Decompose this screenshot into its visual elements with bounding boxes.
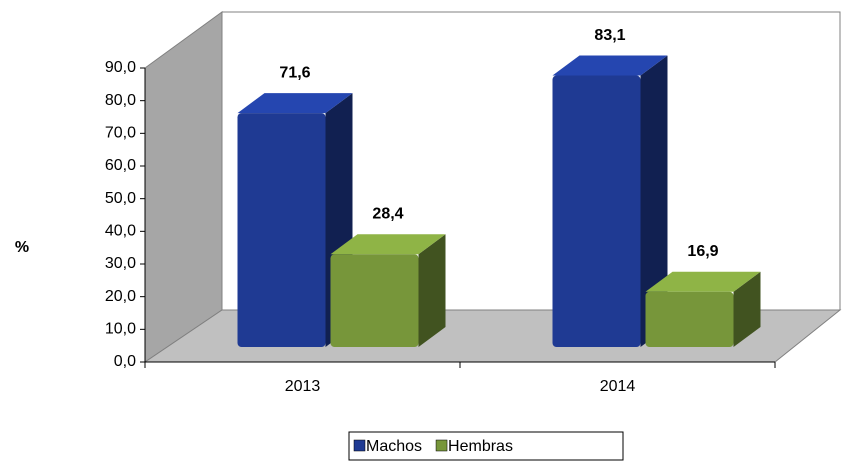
value-label: 83,1 [594,27,625,44]
legend: Machos Hembras [348,431,624,461]
value-label: 28,4 [372,205,403,222]
y-tick-label: 70,0 [105,125,136,142]
x-tick-label: 2013 [285,378,321,395]
legend-swatch [435,439,448,452]
bar [330,234,446,347]
bar-top [237,93,353,114]
y-axis-label: % [15,239,29,256]
y-tick-label: 50,0 [105,190,136,207]
x-tick-label: 2014 [600,378,636,395]
bar-side [418,234,446,347]
y-tick-label: 30,0 [105,255,136,272]
y-tick-label: 10,0 [105,321,136,338]
bar-front [237,113,326,348]
legend-label: Machos [366,438,422,455]
value-label: 16,9 [687,243,718,260]
bar-front [552,75,641,347]
bar-top [645,271,761,292]
bar-side [640,55,668,347]
bar [552,55,668,347]
legend-box [348,431,624,461]
side-wall [144,11,223,363]
y-tick-label: 60,0 [105,157,136,174]
y-tick-label: 0,0 [114,353,136,370]
y-tick-label: 40,0 [105,223,136,240]
value-label: 71,6 [279,64,310,81]
bar [645,271,761,347]
bar-side [733,271,761,347]
bar-top [330,234,446,255]
bar-front [330,254,419,347]
legend-swatch [353,439,366,452]
bar-front [645,291,734,347]
y-tick-label: 90,0 [105,59,136,76]
y-tick-label: 20,0 [105,288,136,305]
bar-top [552,55,668,76]
legend-label: Hembras [448,438,513,455]
y-tick-label: 80,0 [105,92,136,109]
